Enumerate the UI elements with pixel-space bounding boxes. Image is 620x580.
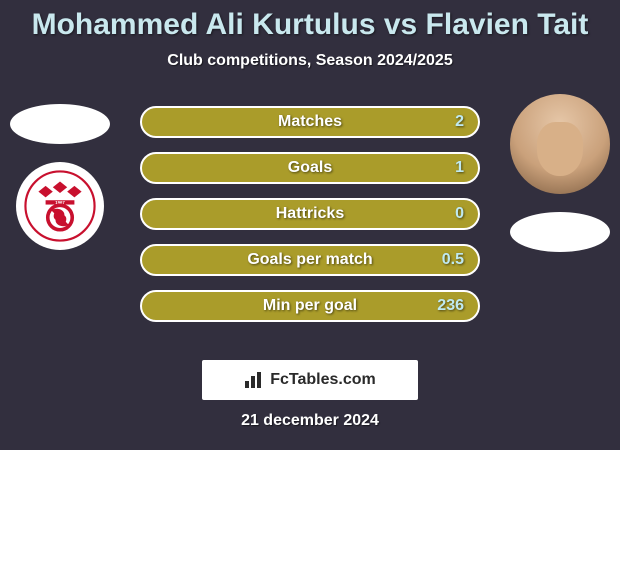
stat-label: Goals per match	[247, 251, 372, 269]
stat-bar: Hattricks 0	[140, 198, 480, 230]
branding-badge: FcTables.com	[202, 360, 418, 400]
stat-label: Hattricks	[276, 205, 344, 223]
comparison-card: Mohammed Ali Kurtulus vs Flavien Tait Cl…	[0, 0, 620, 450]
stat-bar: Goals per match 0.5	[140, 244, 480, 276]
page-title: Mohammed Ali Kurtulus vs Flavien Tait	[0, 8, 620, 42]
stat-right-value: 236	[437, 297, 464, 315]
stat-bar: Min per goal 236	[140, 290, 480, 322]
right-player-photo	[510, 94, 610, 194]
sivasspor-icon: 1967	[24, 170, 96, 242]
right-club-logo-placeholder	[510, 212, 610, 252]
stat-label: Matches	[278, 113, 342, 131]
left-player-photo-placeholder	[10, 104, 110, 144]
stat-right-value: 0	[455, 205, 464, 223]
stat-bars: Matches 2 Goals 1 Hattricks 0 Goals per …	[140, 106, 480, 322]
stat-right-value: 1	[455, 159, 464, 177]
stat-label: Goals	[288, 159, 332, 177]
stat-label: Min per goal	[263, 297, 357, 315]
content-area: 1967 Matches 2 Goals 1	[0, 94, 620, 344]
left-club-logo: 1967	[16, 162, 104, 250]
subtitle: Club competitions, Season 2024/2025	[0, 52, 620, 70]
right-player-column	[500, 94, 620, 252]
stat-bar: Goals 1	[140, 152, 480, 184]
date-text: 21 december 2024	[0, 412, 620, 430]
stat-bar: Matches 2	[140, 106, 480, 138]
player-face-icon	[510, 94, 610, 194]
stat-right-value: 0.5	[442, 251, 464, 269]
left-player-column: 1967	[0, 94, 120, 250]
branding-text: FcTables.com	[270, 371, 376, 389]
stat-right-value: 2	[455, 113, 464, 131]
bars-icon	[244, 371, 264, 389]
